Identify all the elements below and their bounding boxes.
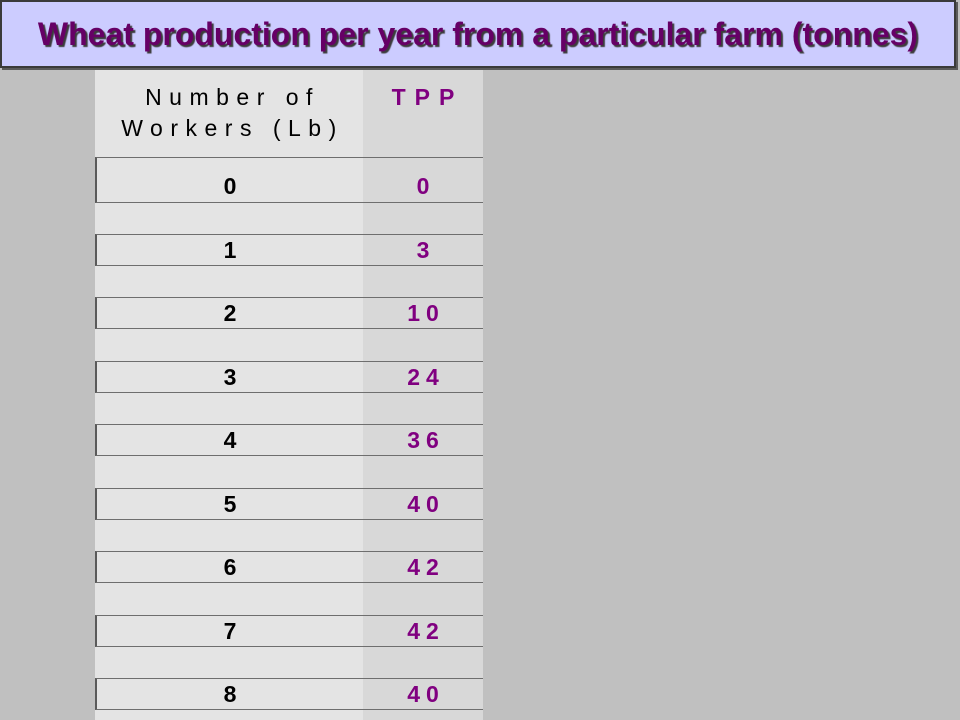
workers-cell: 5 [223,491,237,517]
table-row: 7 42 [95,615,483,647]
workers-cell: 7 [223,618,237,644]
tpp-cell: 40 [407,681,445,707]
workers-cell: 1 [223,237,237,263]
header-tpp: TPP [391,84,464,110]
header-workers: Number of Workers (Lb) [95,70,363,157]
table-row: 8 40 [95,678,483,710]
table-row: 3 24 [95,361,483,393]
slide-title: Wheat production per year from a particu… [37,15,919,52]
tpp-cell: 0 [416,173,436,199]
header-workers-line-1: Number of [145,84,320,110]
tpp-cell: 42 [407,554,445,580]
workers-cell: 0 [223,173,237,199]
title-banner: Wheat production per year from a particu… [0,0,956,68]
workers-cell: 4 [223,427,237,453]
tpp-cell: 24 [407,364,445,390]
workers-cell: 2 [223,300,237,326]
table-row: 2 10 [95,297,483,329]
tpp-cell: 36 [407,427,445,453]
workers-cell: 3 [223,364,237,390]
tpp-cell: 40 [407,491,445,517]
tpp-cell: 3 [416,237,436,263]
workers-cell: 8 [223,681,237,707]
tpp-cell: 10 [407,300,445,326]
table-row: 5 40 [95,488,483,520]
table-row: 1 3 [95,234,483,266]
workers-cell: 6 [223,554,237,580]
header-workers-line-2: Workers (Lb) [121,115,344,141]
tpp-column-background [363,70,483,720]
table-row: 4 36 [95,424,483,456]
workers-column-background [95,70,363,720]
data-table: Number of Workers (Lb) TPP 0 0 1 3 2 1 0 … [95,70,483,720]
tpp-cell: 42 [407,618,445,644]
table-row: 6 42 [95,551,483,583]
table-row: 0 0 [95,157,483,203]
